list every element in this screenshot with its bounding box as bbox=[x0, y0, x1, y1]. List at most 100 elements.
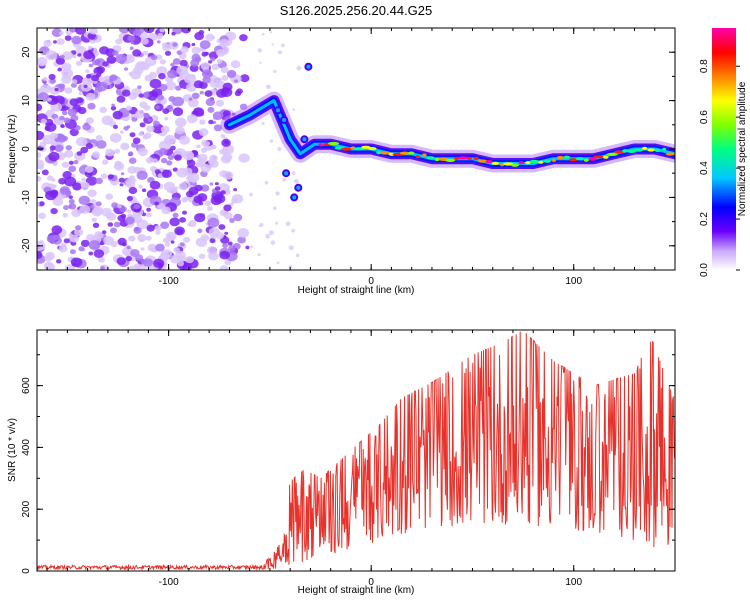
noise-blob bbox=[143, 112, 149, 118]
noise-blob bbox=[75, 28, 87, 35]
signal-hotspot bbox=[340, 147, 353, 151]
noise-blob bbox=[81, 177, 87, 182]
noise-blob bbox=[37, 152, 42, 159]
noise-blob bbox=[79, 204, 91, 214]
noise-blob bbox=[211, 63, 220, 71]
colorbar-label: Normalized spectral amplitude bbox=[737, 81, 748, 216]
figure-title: S126.2025.256.20.44.G25 bbox=[280, 3, 433, 18]
noise-blob bbox=[63, 117, 71, 124]
signal-hotspot bbox=[606, 152, 618, 156]
noise-blob bbox=[220, 154, 232, 164]
noise-blob bbox=[207, 206, 213, 211]
noise-blob bbox=[87, 102, 96, 110]
noise-blob bbox=[227, 241, 233, 246]
noise-blob bbox=[93, 249, 105, 258]
noise-blob bbox=[136, 219, 149, 230]
noise-blob bbox=[175, 85, 182, 91]
noise-blob bbox=[125, 255, 132, 262]
noise-blob bbox=[51, 28, 63, 37]
noise-blob bbox=[155, 243, 165, 252]
noise-blob bbox=[95, 135, 103, 141]
noise-blob bbox=[229, 218, 235, 223]
signal-hotspot bbox=[445, 158, 456, 162]
noise-blob bbox=[226, 69, 237, 78]
y-tick-label: 200 bbox=[21, 500, 32, 517]
noise-blob bbox=[80, 239, 90, 247]
noise-blob bbox=[45, 190, 57, 201]
signal-hotspot bbox=[511, 163, 519, 167]
noise-blob bbox=[53, 117, 61, 124]
noise-blob bbox=[50, 208, 58, 215]
noise-blob bbox=[191, 42, 196, 47]
noise-dot bbox=[294, 178, 299, 184]
noise-blob bbox=[170, 254, 182, 264]
noise-blob bbox=[59, 115, 65, 121]
noise-blob bbox=[159, 59, 166, 65]
noise-blob bbox=[46, 85, 52, 91]
noise-blob bbox=[224, 231, 229, 235]
noise-blob bbox=[155, 54, 163, 60]
noise-blob bbox=[57, 136, 63, 141]
noise-blob bbox=[191, 92, 200, 100]
noise-blob bbox=[88, 251, 94, 256]
noise-blob bbox=[65, 145, 73, 151]
noise-blob bbox=[58, 244, 68, 253]
noise-blob bbox=[156, 40, 161, 44]
noise-blob bbox=[174, 154, 182, 161]
signal-hotspot bbox=[543, 159, 552, 163]
noise-blob bbox=[75, 225, 82, 231]
noise-blob bbox=[164, 242, 171, 247]
noise-blob bbox=[58, 83, 66, 89]
colorbar-tick-label: 0.4 bbox=[699, 161, 710, 175]
noise-blob bbox=[158, 84, 168, 92]
noise-blob bbox=[67, 108, 77, 117]
noise-blob bbox=[215, 99, 225, 107]
noise-dot bbox=[288, 245, 294, 251]
noise-blob bbox=[127, 35, 135, 42]
noise-blob bbox=[198, 253, 206, 259]
signal-hotspot bbox=[434, 157, 440, 162]
noise-blob bbox=[95, 201, 102, 207]
noise-blob bbox=[172, 212, 179, 218]
noise-blob bbox=[55, 57, 65, 65]
noise-blob bbox=[112, 110, 123, 120]
signal-hotspot bbox=[602, 155, 609, 159]
signal-hotspot bbox=[518, 161, 525, 165]
noise-blob bbox=[75, 137, 88, 147]
noise-blob bbox=[174, 186, 179, 190]
noise-blob bbox=[152, 120, 160, 127]
noise-blob bbox=[103, 236, 115, 246]
noise-blob bbox=[207, 246, 217, 255]
signal-hotspot bbox=[556, 156, 565, 160]
noise-blob bbox=[116, 95, 126, 103]
noise-blob bbox=[204, 200, 212, 207]
noise-blob bbox=[182, 150, 195, 161]
noise-blob bbox=[61, 68, 74, 79]
noise-dot bbox=[275, 191, 280, 196]
noise-blob bbox=[178, 255, 186, 262]
noise-blob bbox=[59, 54, 65, 59]
noise-blob bbox=[223, 204, 232, 212]
noise-blob bbox=[39, 141, 47, 148]
noise-blob bbox=[109, 133, 122, 143]
snr-panel: -100 0 100 0 200 400 600 Height of straight li… bbox=[7, 329, 676, 596]
x-tick-label: 100 bbox=[565, 577, 582, 588]
y-tick-label: 10 bbox=[21, 95, 32, 107]
snr-xlabel: Height of straight line (km) bbox=[298, 585, 415, 596]
noise-blob bbox=[54, 144, 64, 152]
noise-blob bbox=[163, 237, 169, 243]
noise-blob bbox=[126, 209, 132, 214]
noise-blob bbox=[156, 66, 168, 76]
signal-hotspot bbox=[662, 147, 667, 151]
noise-blob bbox=[161, 169, 172, 178]
noise-blob bbox=[180, 242, 185, 247]
noise-blob bbox=[216, 49, 226, 57]
signal-hotspot bbox=[563, 155, 571, 159]
noise-blob bbox=[95, 177, 103, 185]
noise-blob bbox=[229, 202, 234, 206]
noise-blob bbox=[37, 92, 50, 102]
noise-blob bbox=[92, 222, 100, 228]
noise-blob bbox=[37, 130, 45, 141]
noise-blob bbox=[68, 195, 73, 200]
y-tick-label: 600 bbox=[21, 377, 32, 394]
